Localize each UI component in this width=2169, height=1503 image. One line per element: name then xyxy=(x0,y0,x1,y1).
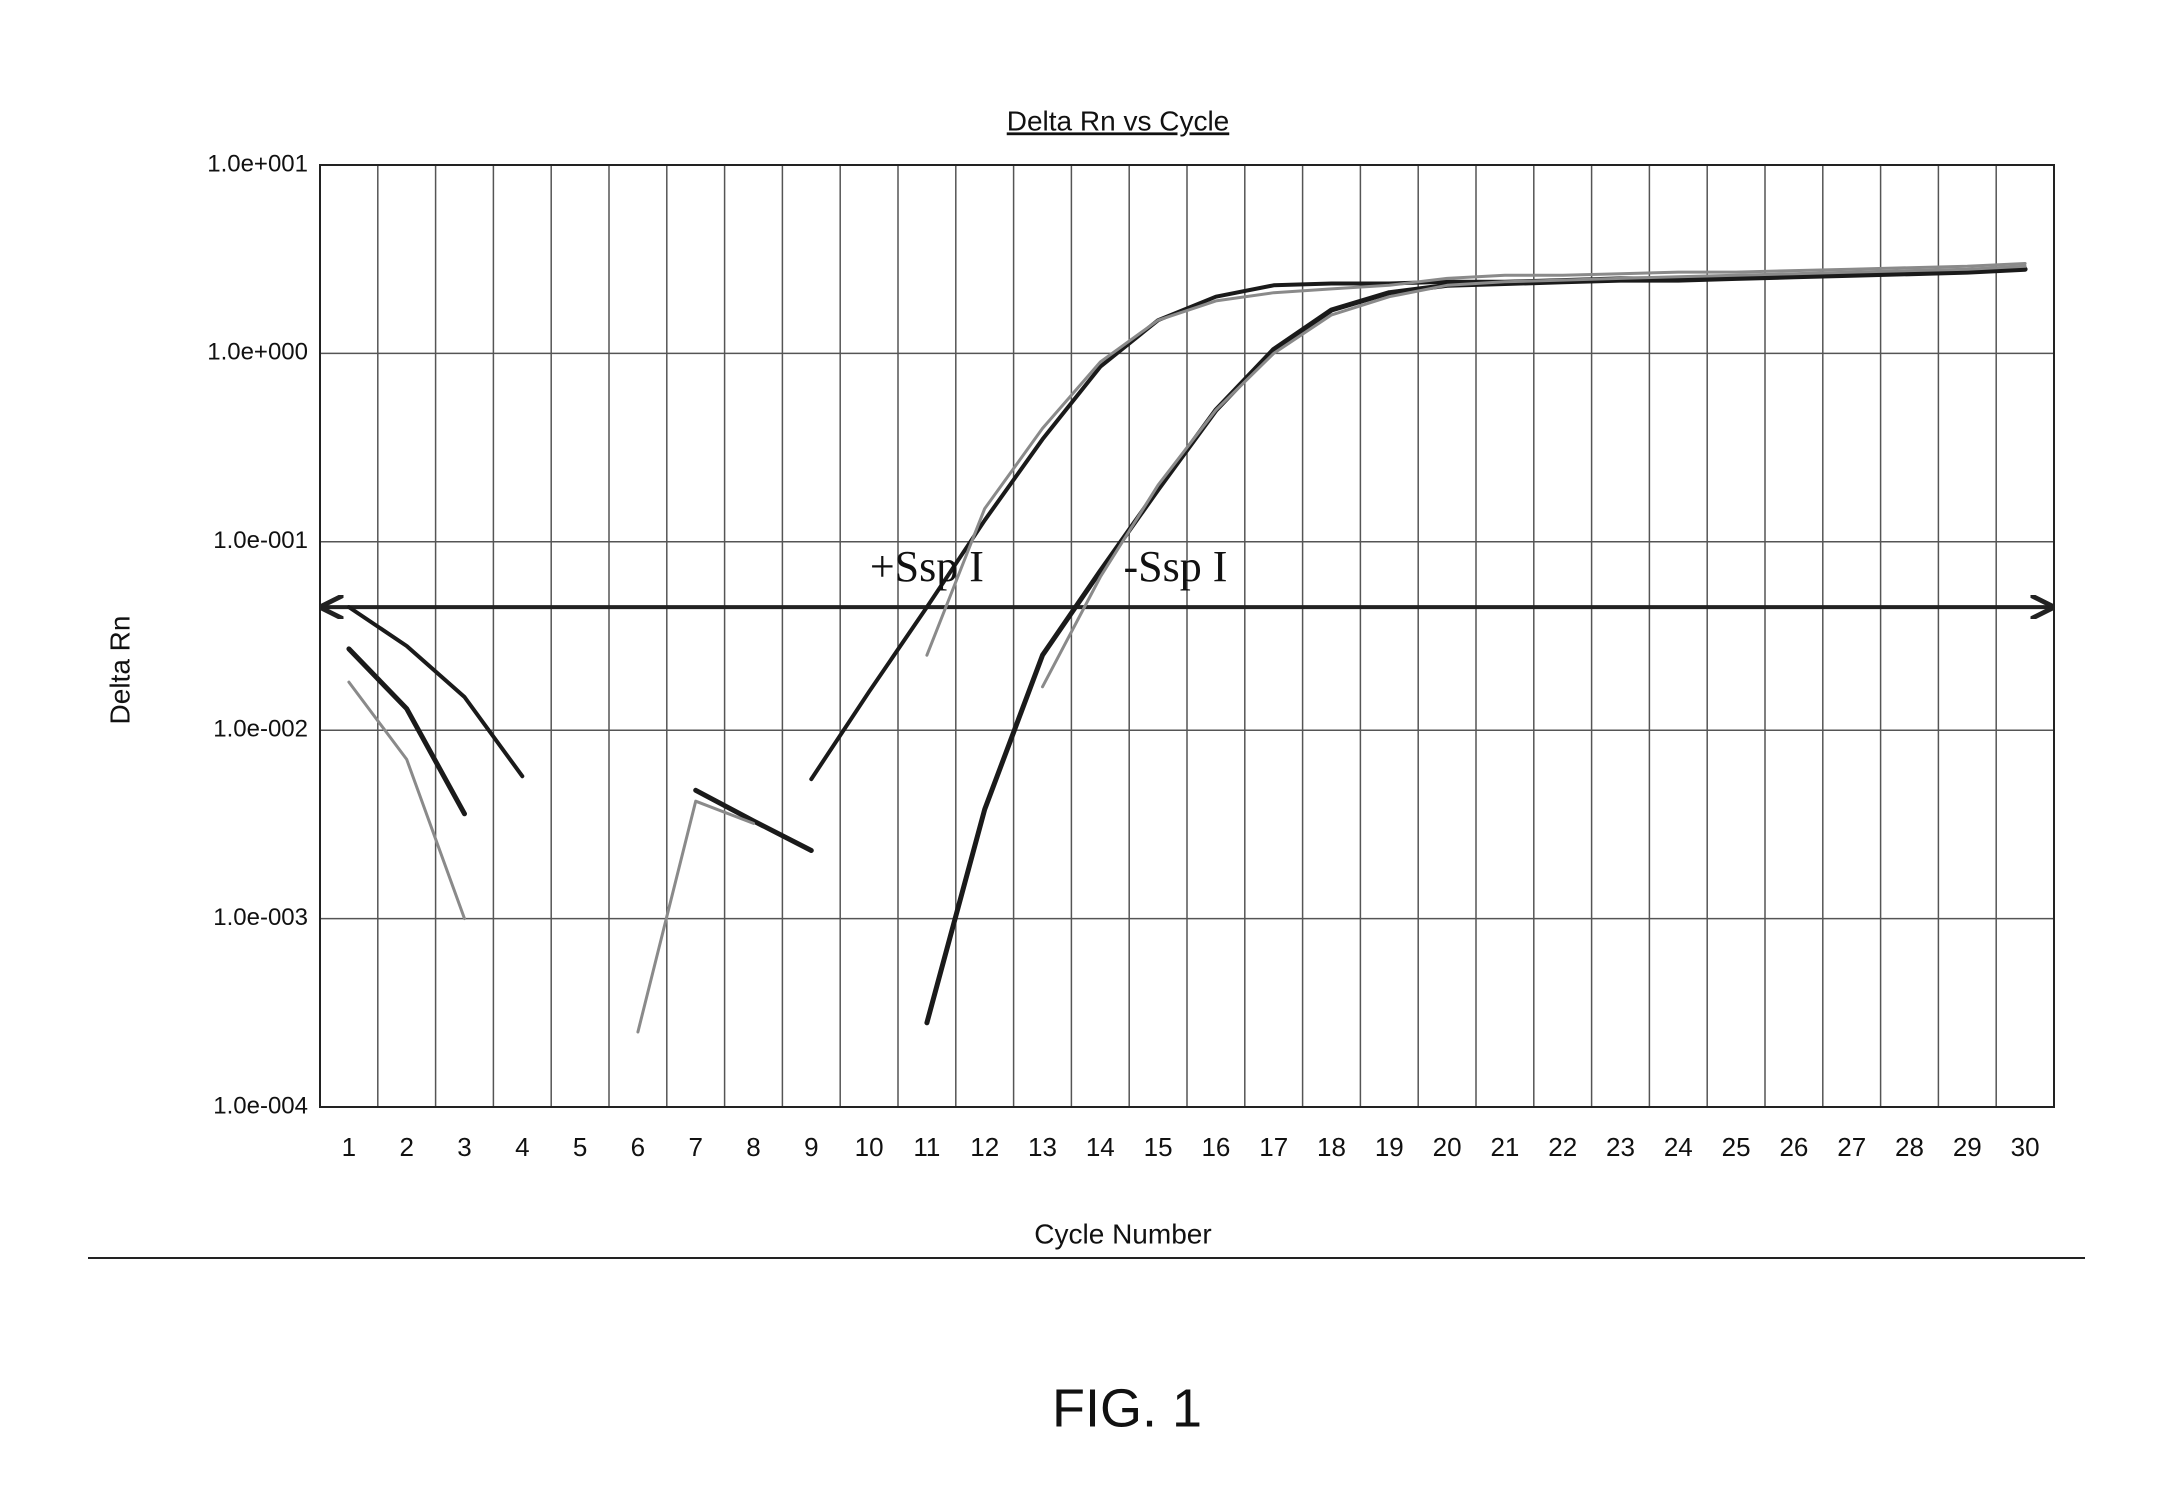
y-axis-label: Delta Rn xyxy=(104,616,135,725)
x-tick-label: 16 xyxy=(1201,1132,1230,1162)
x-tick-label: 26 xyxy=(1779,1132,1808,1162)
x-tick-label: 1 xyxy=(342,1132,356,1162)
x-tick-label: 14 xyxy=(1086,1132,1115,1162)
x-tick-label: 4 xyxy=(515,1132,529,1162)
x-tick-label: 17 xyxy=(1259,1132,1288,1162)
x-tick-label: 15 xyxy=(1144,1132,1173,1162)
x-tick-label: 21 xyxy=(1490,1132,1519,1162)
x-tick-label: 5 xyxy=(573,1132,587,1162)
x-tick-label: 22 xyxy=(1548,1132,1577,1162)
x-tick-label: 8 xyxy=(746,1132,760,1162)
x-tick-label: 18 xyxy=(1317,1132,1346,1162)
x-tick-label: 23 xyxy=(1606,1132,1635,1162)
x-tick-label: 27 xyxy=(1837,1132,1866,1162)
x-tick-label: 13 xyxy=(1028,1132,1057,1162)
curve-annotation: +Ssp I xyxy=(870,542,984,591)
page: {"chart_data": { "type": "line", "title"… xyxy=(0,0,2169,1503)
x-tick-label: 30 xyxy=(2011,1132,2040,1162)
x-tick-label: 9 xyxy=(804,1132,818,1162)
x-tick-label: 28 xyxy=(1895,1132,1924,1162)
x-tick-label: 11 xyxy=(913,1132,940,1162)
y-tick-label: 1.0e+000 xyxy=(207,339,308,366)
x-tick-label: 25 xyxy=(1722,1132,1751,1162)
figure-caption: FIG. 1 xyxy=(1052,1378,1202,1438)
x-tick-label: 29 xyxy=(1953,1132,1982,1162)
x-tick-label: 12 xyxy=(970,1132,999,1162)
chart-title: Delta Rn vs Cycle xyxy=(1007,105,1230,136)
y-tick-label: 1.0e+001 xyxy=(207,150,308,177)
x-tick-label: 19 xyxy=(1375,1132,1404,1162)
chart: Delta Rn vs Cycle Delta Rn Cycle Number … xyxy=(0,0,2169,1503)
y-tick-label: 1.0e-002 xyxy=(213,716,308,743)
x-tick-label: 10 xyxy=(855,1132,884,1162)
y-tick-label: 1.0e-001 xyxy=(213,527,308,554)
x-tick-label: 3 xyxy=(457,1132,471,1162)
x-tick-label: 24 xyxy=(1664,1132,1693,1162)
y-tick-label: 1.0e-003 xyxy=(213,904,308,931)
x-tick-label: 7 xyxy=(688,1132,702,1162)
y-tick-label: 1.0e-004 xyxy=(213,1092,308,1119)
curve-annotation: -Ssp I xyxy=(1123,542,1227,591)
x-tick-label: 20 xyxy=(1433,1132,1462,1162)
x-axis-label: Cycle Number xyxy=(1034,1218,1211,1249)
x-tick-label: 6 xyxy=(631,1132,645,1162)
x-tick-label: 2 xyxy=(399,1132,413,1162)
